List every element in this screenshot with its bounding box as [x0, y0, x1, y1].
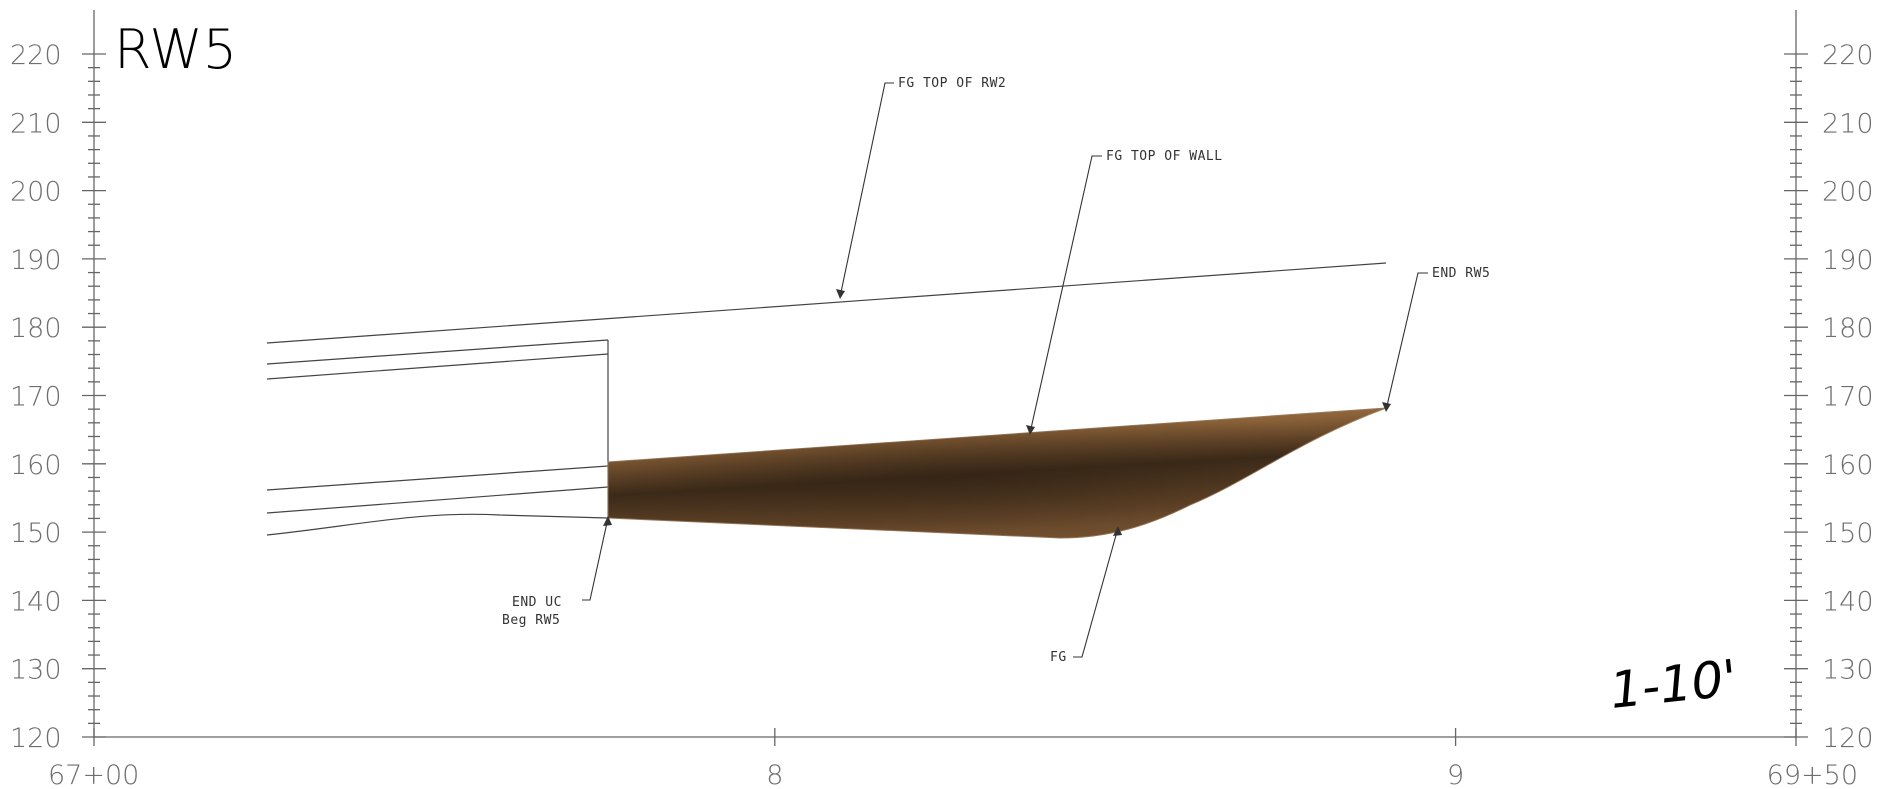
upper-line-2 [266, 353, 609, 380]
right-tick-label: 130 [1822, 655, 1874, 686]
right-tick-label: 150 [1822, 518, 1874, 549]
right-tick-label: 170 [1822, 382, 1874, 413]
right-tick-label: 160 [1822, 450, 1874, 481]
left-tick-label: 120 [10, 723, 62, 754]
right-tick-label: 220 [1822, 40, 1874, 71]
wall-fill-shade [608, 408, 1386, 538]
upper-line-1 [266, 339, 609, 365]
left-tick-label: 190 [10, 245, 62, 276]
left-tick-label: 130 [10, 655, 62, 686]
right-tick-label: 190 [1822, 245, 1874, 276]
bottom-axis-ticks: 67+00 8 9 69+50 [48, 728, 1858, 789]
bottom-tick-label: 9 [1447, 760, 1464, 789]
bottom-tick-label: 8 [766, 760, 783, 789]
callout-beg-rw5: Beg RW5 [502, 613, 560, 628]
callout-fg: FG [1050, 650, 1067, 665]
lower-line-2 [266, 486, 609, 514]
lower-line-3 [266, 513, 609, 536]
right-tick-label: 140 [1822, 586, 1874, 617]
left-axis-ticks: 120 130 140 150 160 170 180 190 200 210 220 [10, 40, 106, 754]
left-tick-label: 170 [10, 382, 62, 413]
callout-fg-top-of-wall: FG TOP OF WALL [1106, 149, 1223, 164]
callout-leaders [582, 82, 1428, 658]
left-tick-label: 140 [10, 586, 62, 617]
bottom-tick-label: 69+50 [1767, 760, 1858, 789]
left-tick-label: 150 [10, 518, 62, 549]
right-tick-label: 180 [1822, 313, 1874, 344]
bottom-tick-label: 67+00 [48, 760, 139, 789]
right-tick-label: 200 [1822, 177, 1874, 208]
callout-fg-top-of-rw2: FG TOP OF RW2 [898, 76, 1006, 91]
lower-line-1 [266, 465, 609, 491]
drawing-title: RW5 [114, 18, 237, 81]
wall-region [607, 407, 1387, 539]
left-tick-label: 200 [10, 177, 62, 208]
fg-top-of-rw2-line [266, 262, 1387, 344]
left-tick-label: 160 [10, 450, 62, 481]
scale-note: 1-10' [1607, 649, 1740, 720]
right-tick-label: 120 [1822, 723, 1874, 754]
callout-end-uc: END UC [512, 595, 562, 610]
left-tick-label: 210 [10, 108, 62, 139]
left-tick-label: 180 [10, 313, 62, 344]
left-tick-label: 220 [10, 40, 62, 71]
right-tick-label: 210 [1822, 108, 1874, 139]
callout-end-rw5: END RW5 [1432, 266, 1490, 281]
profile-lines [266, 262, 1387, 536]
right-axis-ticks: 120 130 140 150 160 170 180 190 200 210 220 [1784, 40, 1874, 754]
